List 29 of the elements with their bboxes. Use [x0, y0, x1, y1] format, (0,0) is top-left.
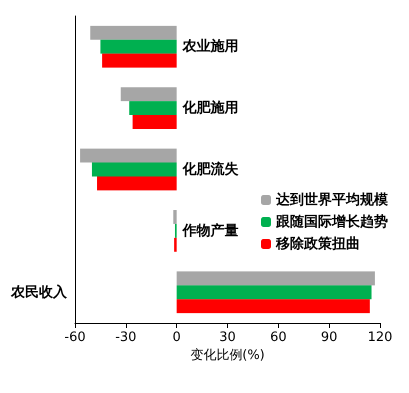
bar: [120, 87, 177, 102]
legend-label: 移除政策扭曲: [275, 236, 360, 252]
bar: [176, 299, 370, 314]
legend-label: 跟随国际增长趋势: [275, 214, 388, 230]
legend-label: 达到世界平均规模: [275, 192, 389, 208]
x-tick-label: 60: [270, 330, 287, 345]
y-tick-label: 化肥施用: [182, 100, 239, 116]
x-tick-label: 120: [368, 330, 392, 345]
bar: [80, 148, 177, 163]
bar: [100, 40, 177, 54]
bar: [102, 54, 177, 68]
bar: [174, 238, 177, 252]
x-axis-title: 变化比例(%): [190, 348, 265, 363]
x-tick-label: 30: [219, 330, 236, 345]
x-tick-label: 90: [320, 330, 338, 345]
y-tick-label: 作物产量: [182, 222, 239, 239]
y-tick-label: 农民收入: [10, 284, 68, 300]
y-tick-label: 化肥流失: [182, 160, 240, 178]
y-tick-label: 农业施用: [182, 38, 239, 55]
x-tick-label: -30: [115, 330, 136, 345]
bar: [129, 101, 177, 116]
bar: [176, 271, 375, 286]
bar: [176, 285, 372, 300]
bar: [92, 162, 177, 176]
bar: [90, 26, 177, 40]
x-tick-label: -60: [64, 330, 86, 345]
bar: [132, 115, 177, 129]
x-tick-label: 0: [172, 330, 181, 345]
bar: [97, 176, 177, 190]
